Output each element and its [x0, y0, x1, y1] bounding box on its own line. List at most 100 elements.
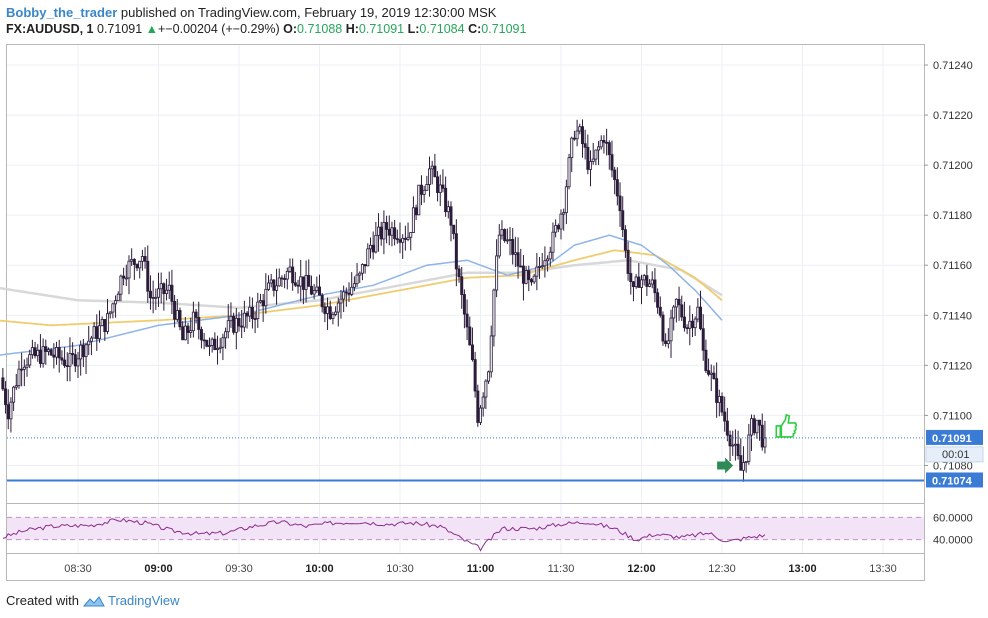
candle-body-down — [293, 282, 297, 286]
up-arrow-icon: ▲ — [145, 22, 159, 36]
candle-body-down — [465, 313, 469, 328]
candle — [162, 282, 166, 311]
candle — [733, 429, 737, 461]
candle-body-up — [299, 276, 303, 287]
candle — [264, 273, 268, 314]
candle — [532, 273, 536, 284]
tradingview-brand[interactable]: TradingView — [107, 593, 180, 608]
candle — [446, 200, 450, 219]
candle-body-down — [511, 239, 515, 255]
candle-body-up — [336, 302, 340, 313]
candle — [527, 265, 531, 292]
candle — [747, 423, 751, 465]
candle-body-down — [760, 424, 764, 448]
candle — [626, 241, 630, 281]
candle — [387, 215, 391, 246]
candle-body-down — [470, 344, 474, 360]
candle — [320, 293, 324, 313]
candle — [140, 249, 144, 271]
candle-body-down — [682, 316, 686, 329]
candle — [524, 265, 528, 285]
candle-body-down — [307, 274, 311, 287]
candle-body-down — [363, 264, 367, 267]
candle — [106, 298, 110, 335]
candle-body-up — [578, 126, 582, 132]
candle-body-down — [71, 353, 75, 356]
candle-body-up — [546, 258, 550, 262]
candle — [725, 407, 729, 442]
candle — [709, 364, 713, 392]
candle — [127, 255, 131, 295]
candle — [610, 140, 614, 178]
candle — [167, 271, 171, 300]
candle — [103, 319, 107, 341]
candle — [543, 246, 547, 278]
candle — [696, 298, 700, 323]
candle-body-down — [135, 264, 139, 269]
time-axis-border — [6, 553, 925, 581]
close-value: 0.71091 — [481, 22, 527, 36]
candle — [414, 204, 418, 220]
candle-body-down — [476, 390, 480, 423]
x-tick-label: 09:30 — [225, 563, 253, 575]
candle-body-down — [583, 143, 587, 148]
candle — [213, 332, 217, 351]
y-tick-label: 0.71100 — [933, 410, 972, 422]
candle — [503, 228, 507, 243]
candle-body-up — [594, 149, 598, 160]
candle-body-down — [656, 292, 660, 308]
candle — [97, 310, 101, 343]
candle — [36, 344, 40, 362]
candle — [411, 196, 415, 233]
candle-body-down — [739, 455, 743, 471]
y-tick-label: 0.71180 — [933, 210, 972, 222]
candle — [336, 297, 340, 327]
candle — [419, 175, 423, 206]
candle-body-up — [30, 347, 34, 356]
candle-body-up — [481, 396, 485, 409]
candle — [363, 264, 367, 274]
candle — [741, 446, 745, 482]
candle — [570, 136, 574, 173]
candle — [186, 322, 190, 345]
candle — [529, 277, 533, 286]
candle — [495, 239, 499, 298]
candle — [116, 291, 120, 302]
candle-body-down — [720, 396, 724, 413]
candle — [342, 285, 346, 313]
candle-body-up — [733, 443, 737, 446]
candle — [607, 140, 611, 170]
candle-body-up — [159, 283, 163, 290]
candle-body-down — [436, 176, 440, 193]
candle — [189, 317, 193, 338]
author-link[interactable]: Bobby_the_trader — [6, 5, 118, 20]
candle-body-up — [489, 335, 493, 373]
candle-body-down — [173, 300, 177, 320]
candle-body-up — [642, 275, 646, 281]
candle — [763, 420, 767, 454]
symbol-label: FX:AUDUSD, 1 — [6, 22, 94, 36]
candle-body-down — [280, 277, 284, 280]
candle-body-up — [9, 401, 13, 420]
candle-body-up — [597, 146, 601, 151]
candle — [580, 119, 584, 158]
candle-body-up — [406, 236, 410, 240]
candle — [602, 135, 606, 154]
candle — [615, 167, 619, 206]
candle-body-down — [199, 329, 203, 341]
candle — [122, 267, 126, 286]
candle — [623, 225, 627, 259]
candle-body-down — [213, 338, 217, 351]
candle — [360, 263, 364, 281]
candle — [253, 311, 257, 334]
candle-body-up — [709, 372, 713, 375]
candle — [425, 175, 429, 191]
candle-body-up — [570, 137, 574, 159]
candle — [658, 296, 662, 318]
candle-body-up — [763, 437, 767, 448]
candle — [540, 252, 544, 270]
candle — [449, 201, 453, 242]
last-price: 0.71091 — [97, 22, 143, 36]
chart-grid — [7, 45, 924, 553]
